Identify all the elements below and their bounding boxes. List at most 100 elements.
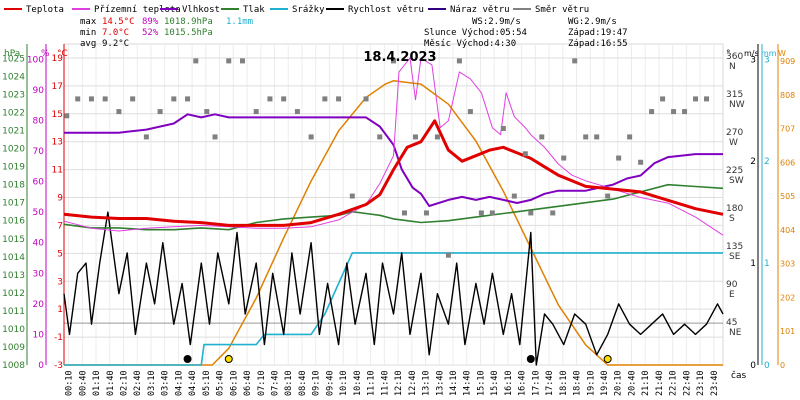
w-tick: 101 xyxy=(780,327,795,336)
direction-point xyxy=(638,159,644,165)
time-unit: čas xyxy=(731,370,746,381)
degc-unit: °C xyxy=(57,49,68,59)
w-tick: 909 xyxy=(780,57,795,66)
info-sun: Slunce Východ:05:54 xyxy=(424,28,527,38)
direction-point xyxy=(322,96,328,102)
time-tick: 14:10 xyxy=(449,370,459,396)
dir-name-tick: SE xyxy=(729,252,741,262)
ms-tick: 1 xyxy=(750,259,756,269)
w-tick: 707 xyxy=(780,125,795,134)
pct-tick: 30 xyxy=(33,269,45,279)
temp-tick: 9 xyxy=(57,194,63,204)
stats-avg-temp: 9.2°C xyxy=(102,39,129,49)
chart-header: 18.4.2023 Teplota Přízemní teplota Vlhkost… xyxy=(4,5,628,65)
humidity-line xyxy=(64,113,723,207)
time-tick: 16:10 xyxy=(504,370,514,396)
w-unit: W xyxy=(778,49,786,58)
direction-point xyxy=(511,193,517,199)
w-tick: 303 xyxy=(780,260,795,269)
mm-tick: 3 xyxy=(764,55,770,65)
hpa-tick: 1014 xyxy=(2,253,25,263)
direction-point xyxy=(75,96,81,102)
stats-min-press: 1015.5hPa xyxy=(164,28,213,38)
pressure-line xyxy=(63,183,724,231)
time-tick: 11:10 xyxy=(367,370,377,396)
w-tick: 505 xyxy=(780,192,795,201)
time-tick: 09:10 xyxy=(312,370,322,396)
pct-tick: 60 xyxy=(33,178,45,188)
time-tick: 05:10 xyxy=(202,370,212,396)
legend-label-feels: Přízemní teplota xyxy=(94,5,181,15)
time-tick: 18:10 xyxy=(559,370,569,396)
direction-point xyxy=(204,109,210,115)
dir-name-tick: SW xyxy=(729,176,744,186)
time-tick: 22:40 xyxy=(682,370,692,396)
direction-point xyxy=(467,109,473,115)
direction-point xyxy=(561,155,567,161)
time-tick: 19:10 xyxy=(586,370,596,396)
mm-tick: 0 xyxy=(764,361,770,371)
pct-tick: 100 xyxy=(27,55,44,65)
time-tick: 23:40 xyxy=(710,370,720,396)
direction-point xyxy=(649,109,655,115)
time-tick: 19:40 xyxy=(600,370,610,396)
solar-line xyxy=(64,80,723,366)
direction-point xyxy=(528,210,534,216)
direction-point xyxy=(157,109,163,115)
direction-point xyxy=(539,134,545,140)
direction-point xyxy=(434,134,440,140)
pct-tick: 40 xyxy=(33,239,45,249)
time-tick: 22:10 xyxy=(669,370,679,396)
time-tick: 10:10 xyxy=(339,370,349,396)
time-tick: 12:10 xyxy=(394,370,404,396)
temp-tick: 13 xyxy=(52,138,63,148)
time-tick: 05:40 xyxy=(216,370,226,396)
hpa-unit: hPa xyxy=(4,49,20,59)
time-tick: 23:10 xyxy=(696,370,706,396)
time-tick: 10:40 xyxy=(353,370,363,396)
hpa-tick: 1009 xyxy=(2,343,25,353)
w-tick: 808 xyxy=(780,91,795,100)
direction-point xyxy=(627,134,633,140)
direction-point xyxy=(445,252,451,258)
temp-tick: 1 xyxy=(57,305,63,315)
time-tick: 06:40 xyxy=(243,370,253,396)
temp-tick: -1 xyxy=(54,333,63,343)
w-tick: 202 xyxy=(780,293,795,302)
direction-point xyxy=(130,96,136,102)
hpa-tick: 1020 xyxy=(2,145,25,155)
pct-tick: 20 xyxy=(33,300,45,310)
time-tick: 00:10 xyxy=(65,370,75,396)
hpa-tick: 1008 xyxy=(2,361,25,371)
time-tick: 11:40 xyxy=(380,370,390,396)
pct-tick: 0 xyxy=(38,361,44,371)
direction-point xyxy=(363,96,369,102)
direction-point xyxy=(349,193,355,199)
temp-tick: -3 xyxy=(54,361,63,371)
moon-marker xyxy=(183,355,192,363)
info-sun-set: Západ:19:47 xyxy=(568,28,628,38)
dir-name-tick: NE xyxy=(729,328,742,338)
time-tick: 08:10 xyxy=(284,370,294,396)
temp-tick: 11 xyxy=(52,166,63,176)
direction-point xyxy=(185,96,191,102)
wind-line xyxy=(63,211,724,366)
plot-frame xyxy=(63,43,724,366)
pct-tick: 70 xyxy=(33,147,45,157)
direction-point xyxy=(594,134,600,140)
legend-label-rain: Srážky xyxy=(292,5,325,15)
direction-point xyxy=(489,210,495,216)
direction-point xyxy=(336,96,342,102)
dir-name-tick: E xyxy=(729,290,735,300)
legend-label-hum: Vlhkost xyxy=(182,5,220,15)
w-tick: 404 xyxy=(780,226,795,235)
time-tick: 14:40 xyxy=(463,370,473,396)
pct-tick: 10 xyxy=(33,330,45,340)
hpa-tick: 1019 xyxy=(2,163,25,173)
ms-unit: m/s xyxy=(744,49,759,58)
time-tick: 08:40 xyxy=(298,370,308,396)
time-tick: 06:10 xyxy=(229,370,239,396)
direction-point xyxy=(64,113,70,119)
direction-point xyxy=(522,151,528,157)
ms-tick: 2 xyxy=(750,157,756,167)
